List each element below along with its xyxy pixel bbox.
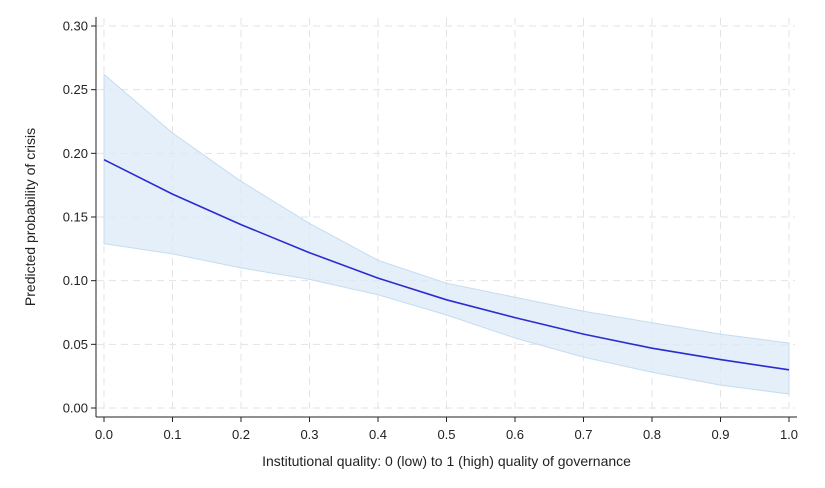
y-tick-label-6: 0.30 xyxy=(63,19,88,34)
x-tick-label-10: 1.0 xyxy=(780,427,798,442)
x-tick-label-1: 0.1 xyxy=(163,427,181,442)
x-tick-label-0: 0.0 xyxy=(95,427,113,442)
x-tick-label-2: 0.2 xyxy=(232,427,250,442)
y-tick-label-1: 0.05 xyxy=(63,337,88,352)
y-tick-label-3: 0.15 xyxy=(63,210,88,225)
y-tick-label-5: 0.25 xyxy=(63,82,88,97)
x-tick-label-9: 0.9 xyxy=(711,427,729,442)
y-tick-label-4: 0.20 xyxy=(63,146,88,161)
y-axis-title: Predicted probability of crisis xyxy=(22,128,38,306)
x-tick-label-4: 0.4 xyxy=(369,427,387,442)
x-tick-label-8: 0.8 xyxy=(643,427,661,442)
y-tick-label-2: 0.10 xyxy=(63,273,88,288)
confidence-band xyxy=(103,73,790,395)
grid xyxy=(97,18,795,410)
y-axis-ticks: 0.00 0.05 0.10 0.15 0.20 0.25 0.30 xyxy=(63,19,96,416)
x-tick-label-3: 0.3 xyxy=(300,427,318,442)
x-axis-ticks: 0.0 0.1 0.2 0.3 0.4 0.5 0.6 0.7 0.8 0.9 1.0 xyxy=(95,417,798,442)
y-tick-label-0: 0.00 xyxy=(63,401,88,416)
predicted-probability-line xyxy=(103,158,790,371)
x-tick-label-5: 0.5 xyxy=(437,427,455,442)
x-tick-label-7: 0.7 xyxy=(574,427,592,442)
x-tick-label-6: 0.6 xyxy=(506,427,524,442)
x-axis-title: Institutional quality: 0 (low) to 1 (hig… xyxy=(262,453,631,469)
